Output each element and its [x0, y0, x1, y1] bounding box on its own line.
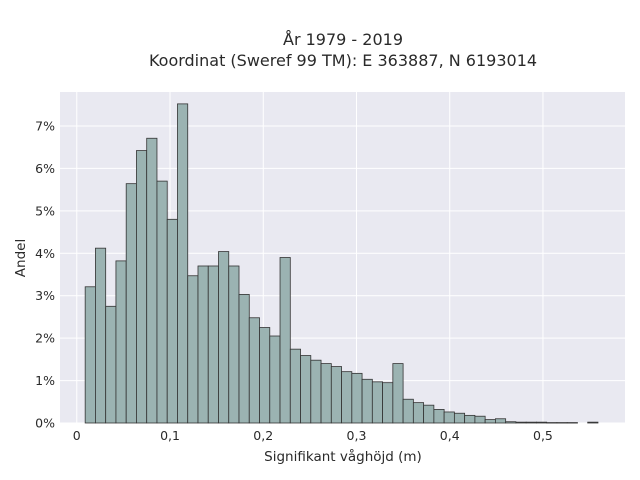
histogram-bar [218, 251, 230, 424]
histogram-bar [566, 422, 578, 424]
bars [84, 103, 599, 424]
histogram-bar [289, 348, 301, 424]
x-tick-label: 0,1 [160, 428, 180, 443]
histogram-bar [228, 265, 240, 424]
y-tick-label: 0% [35, 416, 55, 431]
histogram-bar [187, 275, 199, 424]
histogram-bar [330, 366, 342, 424]
y-tick-label: 2% [35, 331, 55, 346]
x-tick-label: 0,3 [347, 428, 367, 443]
y-tick-label: 3% [35, 288, 55, 303]
histogram-bar [207, 265, 219, 424]
histogram-bar [300, 355, 312, 424]
histogram-bar [351, 372, 363, 424]
histogram-bar [248, 317, 260, 424]
histogram-bar [495, 418, 507, 424]
histogram-bar [84, 286, 96, 424]
histogram-bar [536, 421, 548, 424]
y-tick-label: 4% [35, 246, 55, 261]
y-tick-label: 5% [35, 203, 55, 218]
x-axis-ticks: 0 0,1 0,2 0,3 0,4 0,5 [73, 428, 553, 443]
histogram-bar [341, 371, 353, 424]
histogram-bar [259, 327, 271, 424]
histogram-bar [177, 103, 189, 424]
histogram-bar [361, 378, 373, 424]
histogram-bar [136, 150, 148, 424]
y-axis-label: Andel [13, 239, 29, 277]
histogram-bar [371, 381, 383, 424]
histogram-bar [279, 257, 291, 424]
histogram-bar [525, 421, 537, 424]
histogram-bar [464, 414, 476, 424]
histogram-bar [95, 247, 107, 424]
histogram-bar [453, 412, 466, 424]
histogram-bar [412, 402, 425, 424]
y-tick-label: 6% [35, 161, 55, 176]
y-tick-label: 1% [35, 373, 55, 388]
histogram-bar [484, 419, 496, 424]
chart-title: År 1979 - 2019 [283, 30, 403, 49]
histogram-bar [310, 359, 322, 424]
y-tick-label: 7% [35, 118, 55, 133]
histogram-bar [146, 137, 158, 424]
histogram-bar [546, 422, 558, 424]
x-tick-label: 0 [73, 428, 81, 443]
y-axis-ticks: 0% 1% 2% 3% 4% 5% 6% 7% [35, 118, 55, 430]
histogram-bar [392, 363, 404, 424]
x-tick-label: 0,4 [440, 428, 460, 443]
histogram-bar [105, 305, 117, 424]
histogram-bar [166, 218, 178, 424]
histogram-bar [433, 409, 445, 424]
x-tick-label: 0,5 [533, 428, 553, 443]
histogram-bar [515, 421, 527, 424]
x-axis-label: Signifikant våghöjd (m) [264, 448, 422, 465]
histogram-bar [115, 260, 127, 424]
histogram-bar [443, 411, 455, 424]
histogram-bar [587, 421, 599, 424]
histogram-bar [320, 363, 332, 424]
histogram-bar [505, 421, 517, 424]
histogram-bar [197, 265, 209, 424]
histogram-bar [269, 335, 281, 424]
histogram-bar [238, 294, 250, 424]
histogram-bar [474, 415, 486, 424]
histogram-bar [556, 422, 568, 424]
histogram-bar [423, 404, 435, 424]
histogram-bar [402, 398, 414, 424]
chart-subtitle: Koordinat (Sweref 99 TM): E 363887, N 61… [149, 51, 537, 70]
histogram-bar [125, 183, 137, 424]
histogram-bar [382, 382, 394, 424]
histogram-bar [156, 180, 168, 424]
x-tick-label: 0,2 [253, 428, 273, 443]
